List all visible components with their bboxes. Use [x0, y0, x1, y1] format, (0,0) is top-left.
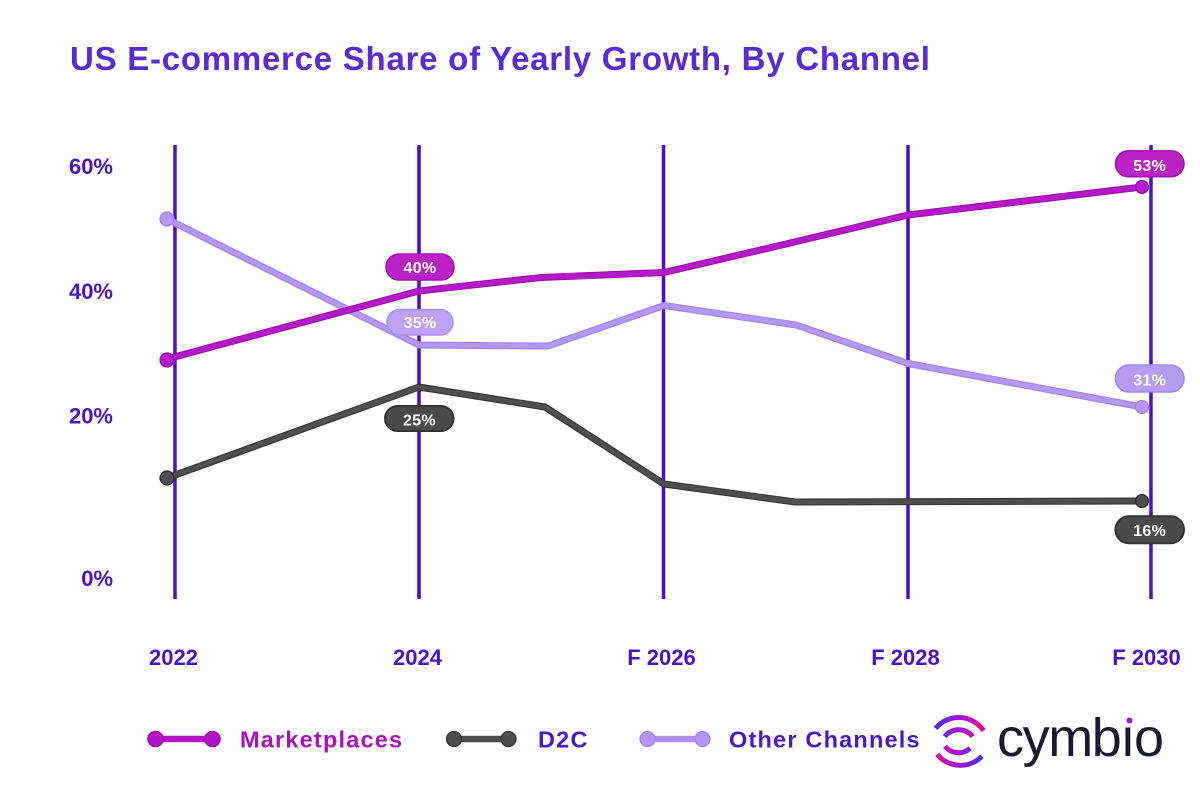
- svg-text:35%: 35%: [404, 315, 437, 332]
- svg-text:D2C: D2C: [538, 727, 589, 753]
- svg-text:cymbıo: cymbıo: [997, 708, 1163, 768]
- svg-text:Marketplaces: Marketplaces: [240, 727, 403, 753]
- svg-text:60%: 60%: [69, 154, 113, 179]
- svg-text:31%: 31%: [1133, 373, 1166, 390]
- svg-text:F 2026: F 2026: [627, 645, 696, 670]
- svg-text:2022: 2022: [149, 645, 198, 670]
- svg-text:53%: 53%: [1133, 158, 1166, 175]
- svg-text:20%: 20%: [69, 404, 113, 429]
- svg-text:40%: 40%: [69, 279, 113, 304]
- svg-text:0%: 0%: [81, 566, 113, 591]
- svg-text:25%: 25%: [403, 412, 436, 429]
- svg-text:Other Channels: Other Channels: [729, 727, 921, 753]
- svg-text:2024: 2024: [393, 645, 443, 670]
- svg-text:F 2028: F 2028: [871, 645, 940, 670]
- svg-text:40%: 40%: [404, 260, 437, 277]
- svg-text:16%: 16%: [1133, 523, 1166, 540]
- svg-text:F 2030: F 2030: [1112, 645, 1181, 670]
